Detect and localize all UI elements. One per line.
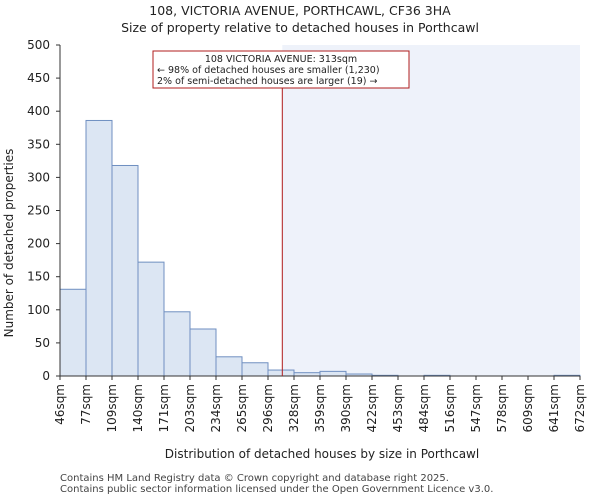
x-tick-label: 547sqm	[469, 384, 483, 432]
y-tick-label: 350	[27, 137, 50, 151]
x-tick-label: 109sqm	[105, 384, 119, 432]
x-tick-label: 296sqm	[261, 384, 275, 432]
x-tick-label: 234sqm	[209, 384, 223, 432]
histogram-bar	[319, 370, 347, 377]
histogram-bar	[215, 356, 243, 377]
annotation-line-1: 108 VICTORIA AVENUE: 313sqm	[205, 54, 357, 65]
chart-title: 108, VICTORIA AVENUE, PORTHCAWL, CF36 3H…	[149, 3, 451, 18]
x-tick-label: 359sqm	[313, 384, 327, 432]
y-tick-label: 200	[27, 237, 50, 251]
x-axis-label: Distribution of detached houses by size …	[165, 447, 479, 461]
y-tick-label: 500	[27, 38, 50, 52]
histogram-bar	[59, 288, 87, 377]
larger-region-highlight	[282, 45, 580, 376]
annotation-box	[152, 50, 410, 89]
x-tick-label: 140sqm	[131, 384, 145, 432]
y-tick-label: 0	[42, 369, 50, 383]
histogram-bar	[85, 119, 113, 377]
x-tick-label: 203sqm	[183, 384, 197, 432]
y-tick-label: 50	[35, 336, 50, 350]
annotation-line-3: 2% of semi-detached houses are larger (1…	[157, 76, 377, 87]
y-tick-label: 250	[27, 204, 50, 218]
x-tick-label: 453sqm	[391, 384, 405, 432]
annotation-line-2: ← 98% of detached houses are smaller (1,…	[157, 65, 380, 76]
x-tick-label: 46sqm	[53, 384, 67, 425]
x-tick-label: 609sqm	[521, 384, 535, 432]
chart-subtitle: Size of property relative to detached ho…	[121, 20, 479, 35]
y-axis-label: Number of detached properties	[2, 149, 16, 338]
footer-copyright: Contains HM Land Registry data © Crown c…	[60, 473, 449, 484]
histogram-bar	[111, 164, 139, 377]
histogram-bar	[137, 261, 165, 377]
x-tick-label: 265sqm	[235, 384, 249, 432]
y-tick-label: 150	[27, 270, 50, 284]
x-tick-label: 578sqm	[495, 384, 509, 432]
y-tick-label: 450	[27, 71, 50, 85]
x-tick-label: 484sqm	[417, 384, 431, 432]
histogram-bar	[267, 369, 295, 377]
x-tick-label: 171sqm	[157, 384, 171, 432]
x-tick-label: 328sqm	[287, 384, 301, 432]
x-tick-label: 516sqm	[443, 384, 457, 432]
y-tick-label: 300	[27, 170, 50, 184]
x-tick-label: 672sqm	[573, 384, 587, 432]
footer-licence: Contains public sector information licen…	[60, 484, 494, 495]
y-tick-label: 100	[27, 303, 50, 317]
histogram-bar	[241, 362, 269, 377]
x-tick-label: 390sqm	[339, 384, 353, 432]
x-tick-label: 77sqm	[79, 384, 93, 425]
histogram-bar	[163, 311, 191, 377]
x-tick-label: 422sqm	[365, 384, 379, 432]
x-tick-label: 641sqm	[547, 384, 561, 432]
histogram-bar	[189, 328, 217, 377]
y-tick-label: 400	[27, 104, 50, 118]
